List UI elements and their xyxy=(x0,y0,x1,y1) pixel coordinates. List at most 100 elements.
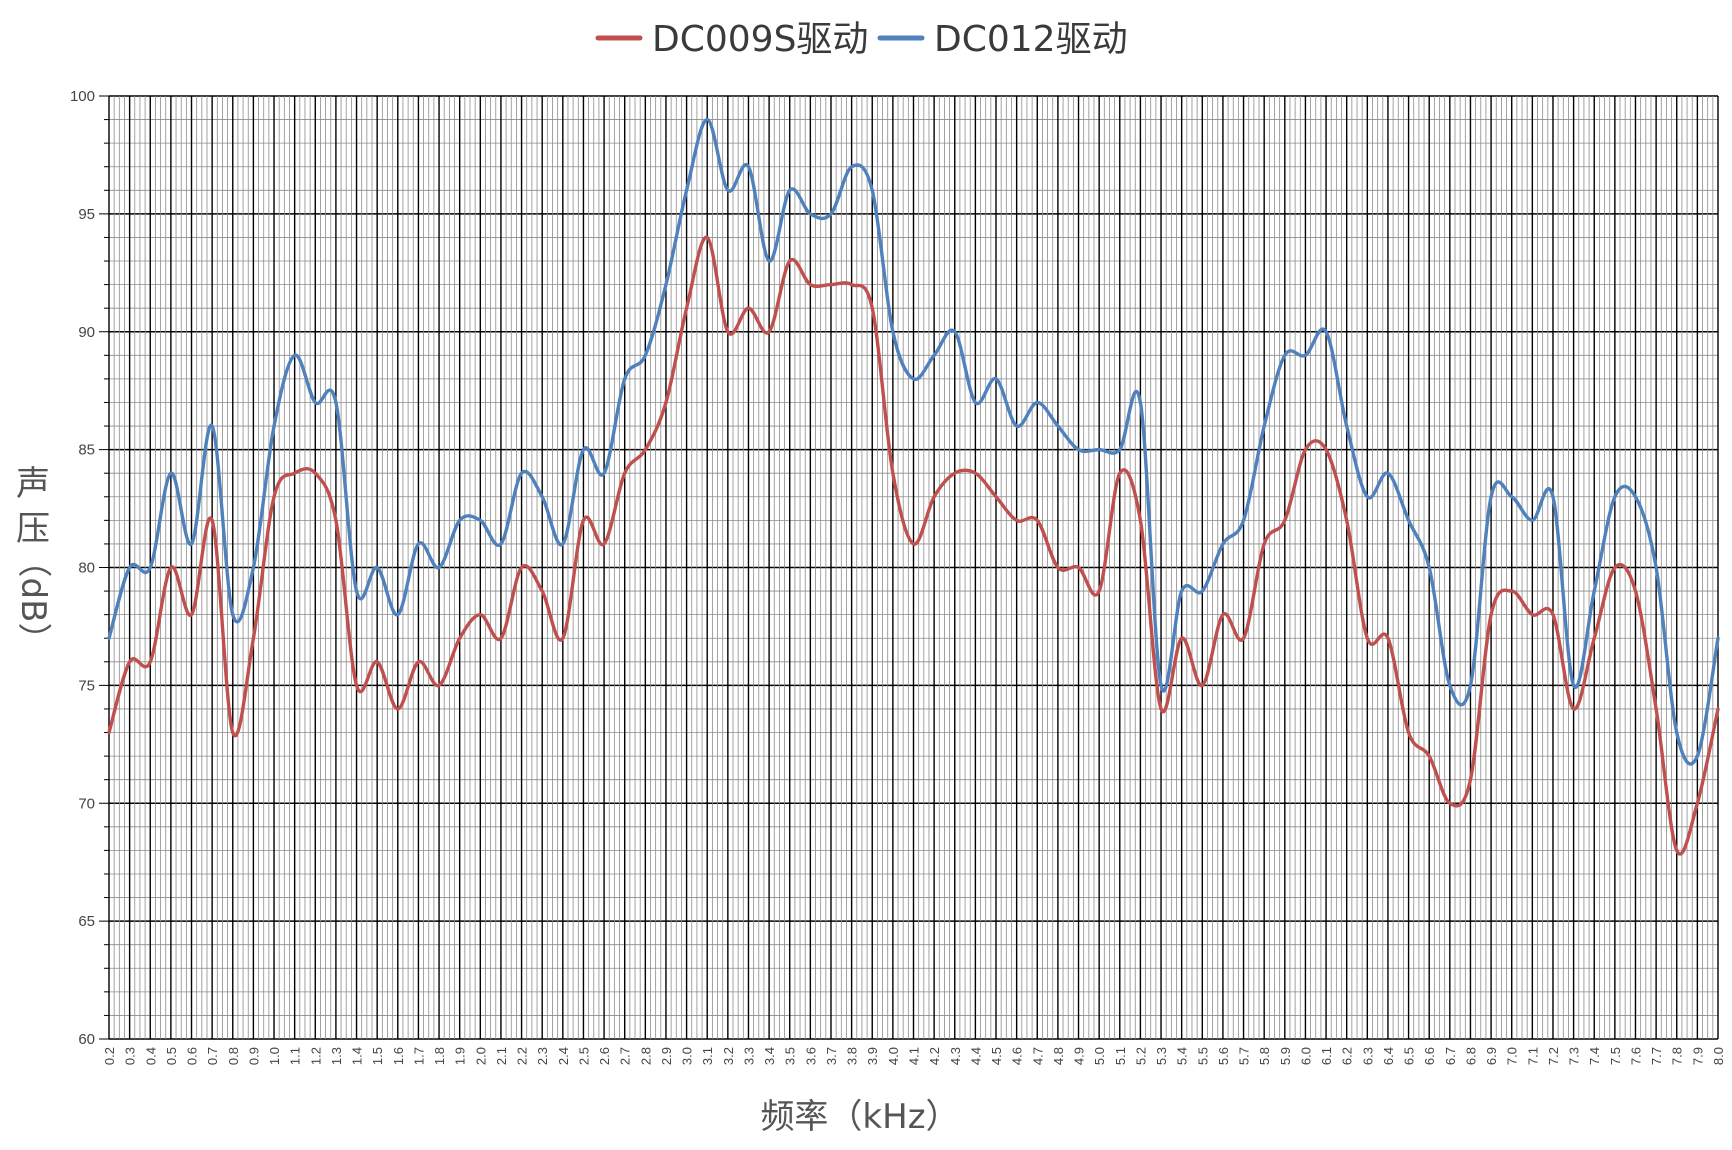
x-tick-label: 5.4 xyxy=(1175,1047,1190,1065)
x-tick-label: 1.8 xyxy=(432,1047,447,1065)
x-tick-label: 7.1 xyxy=(1525,1047,1540,1065)
grid xyxy=(99,95,1719,1040)
y-tick-label: 70 xyxy=(78,795,95,812)
x-tick-label: 1.7 xyxy=(411,1047,426,1065)
x-tick-label: 7.2 xyxy=(1546,1047,1561,1065)
x-tick-label: 4.1 xyxy=(907,1047,922,1065)
x-tick-label: 7.0 xyxy=(1505,1047,1520,1065)
y-tick-label: 90 xyxy=(78,324,95,341)
x-tick-label: 5.0 xyxy=(1092,1047,1107,1065)
x-tick-label: 0.5 xyxy=(164,1047,179,1065)
x-tick-label: 6.4 xyxy=(1381,1047,1396,1065)
x-tick-label: 1.0 xyxy=(267,1047,282,1065)
x-tick-label: 2.1 xyxy=(494,1047,509,1065)
x-tick-label: 6.8 xyxy=(1463,1047,1478,1065)
x-tick-label: 4.2 xyxy=(927,1047,942,1065)
x-tick-label: 0.3 xyxy=(123,1047,138,1065)
x-tick-label: 2.6 xyxy=(597,1047,612,1065)
y-tick-labels: 60 65 70 75 80 85 90 95 100 xyxy=(70,88,95,1048)
x-tick-label: 4.8 xyxy=(1051,1047,1066,1065)
x-tick-label: 1.1 xyxy=(288,1047,303,1065)
y-tick-label: 95 xyxy=(78,206,95,223)
x-tick-label: 5.8 xyxy=(1257,1047,1272,1065)
x-tick-label: 3.5 xyxy=(783,1047,798,1065)
x-tick-label: 4.4 xyxy=(968,1047,983,1065)
x-tick-labels: 0.2 0.3 0.4 0.5 0.6 0.7 0.8 0.9 1.0 1.1 1.2 1.3 1.4 1… xyxy=(102,1047,1726,1065)
x-tick-label: 2.8 xyxy=(638,1047,653,1065)
x-tick-label: 2.2 xyxy=(515,1047,530,1065)
x-tick-label: 6.6 xyxy=(1422,1047,1437,1065)
x-tick-label: 4.7 xyxy=(1030,1047,1045,1065)
x-tick-label: 5.9 xyxy=(1278,1047,1293,1065)
x-tick-label: 3.6 xyxy=(803,1047,818,1065)
y-axis-title-char-1: 声 xyxy=(16,464,50,504)
legend: DC009S驱动 DC012驱动 xyxy=(595,19,1128,60)
x-tick-label: 4.0 xyxy=(886,1047,901,1065)
y-axis-title-unit: （dB） xyxy=(13,544,53,657)
x-tick-label: 7.4 xyxy=(1587,1047,1602,1065)
y-tick-label: 65 xyxy=(78,913,95,930)
x-tick-label: 1.9 xyxy=(453,1047,468,1065)
y-tick-label: 100 xyxy=(70,88,95,105)
x-tick-label: 3.8 xyxy=(845,1047,860,1065)
x-tick-label: 2.7 xyxy=(618,1047,633,1065)
y-tick-label: 80 xyxy=(78,560,95,577)
x-tick-label: 6.9 xyxy=(1484,1047,1499,1065)
y-tick-label: 85 xyxy=(78,442,95,459)
x-tick-label: 1.2 xyxy=(308,1047,323,1065)
x-tick-label: 2.9 xyxy=(659,1047,674,1065)
x-tick-label: 3.7 xyxy=(824,1047,839,1065)
x-tick-label: 3.4 xyxy=(762,1047,777,1065)
x-tick-label: 3.9 xyxy=(865,1047,880,1065)
series-line-2 xyxy=(107,117,1720,766)
x-axis-title: 频率（kHz） xyxy=(760,1097,959,1137)
x-tick-label: 5.7 xyxy=(1237,1047,1252,1065)
x-tick-label: 7.9 xyxy=(1690,1047,1705,1065)
x-tick-label: 7.8 xyxy=(1670,1047,1685,1065)
x-tick-label: 5.5 xyxy=(1195,1047,1210,1065)
x-tick-label: 0.7 xyxy=(205,1047,220,1065)
series-lines xyxy=(107,117,1720,856)
x-tick-label: 0.9 xyxy=(246,1047,261,1065)
x-tick-label: 3.2 xyxy=(721,1047,736,1065)
x-tick-label: 4.5 xyxy=(989,1047,1004,1065)
x-tick-label: 3.1 xyxy=(700,1047,715,1065)
x-tick-label: 7.7 xyxy=(1649,1047,1664,1065)
x-tick-label: 5.6 xyxy=(1216,1047,1231,1065)
x-tick-label: 8.0 xyxy=(1711,1047,1726,1065)
y-tick-label: 75 xyxy=(78,677,95,694)
x-tick-label: 2.5 xyxy=(576,1047,591,1065)
x-tick-label: 0.8 xyxy=(226,1047,241,1065)
x-tick-label: 1.6 xyxy=(391,1047,406,1065)
x-tick-label: 7.6 xyxy=(1628,1047,1643,1065)
x-tick-label: 4.9 xyxy=(1072,1047,1087,1065)
x-tick-label: 5.3 xyxy=(1154,1047,1169,1065)
x-tick-label: 6.5 xyxy=(1402,1047,1417,1065)
x-tick-label: 0.6 xyxy=(185,1047,200,1065)
x-tick-label: 7.5 xyxy=(1608,1047,1623,1065)
x-tick-label: 0.2 xyxy=(102,1047,117,1065)
x-tick-label: 7.3 xyxy=(1567,1047,1582,1065)
x-tick-label: 1.3 xyxy=(329,1047,344,1065)
x-tick-label: 4.6 xyxy=(1010,1047,1025,1065)
legend-label-series-2: DC012驱动 xyxy=(934,19,1128,60)
series-line-1 xyxy=(107,235,1720,856)
x-tick-label: 6.7 xyxy=(1443,1047,1458,1065)
x-tick-label: 3.0 xyxy=(680,1047,695,1065)
x-tick-label: 2.3 xyxy=(535,1047,550,1065)
x-tick-label: 6.3 xyxy=(1360,1047,1375,1065)
y-axis-title: 声 压 （dB） xyxy=(13,464,53,656)
x-tick-label: 1.4 xyxy=(350,1047,365,1065)
x-tick-label: 6.1 xyxy=(1319,1047,1334,1065)
x-tick-label: 5.2 xyxy=(1133,1047,1148,1065)
y-axis-title-char-2: 压 xyxy=(16,509,50,549)
x-tick-label: 3.3 xyxy=(741,1047,756,1065)
x-tick-label: 1.5 xyxy=(370,1047,385,1065)
y-tick-label: 60 xyxy=(78,1031,95,1048)
x-tick-label: 6.0 xyxy=(1298,1047,1313,1065)
x-tick-label: 2.0 xyxy=(473,1047,488,1065)
x-tick-label: 2.4 xyxy=(556,1047,571,1065)
x-tick-label: 0.4 xyxy=(143,1047,158,1065)
x-tick-label: 4.3 xyxy=(948,1047,963,1065)
